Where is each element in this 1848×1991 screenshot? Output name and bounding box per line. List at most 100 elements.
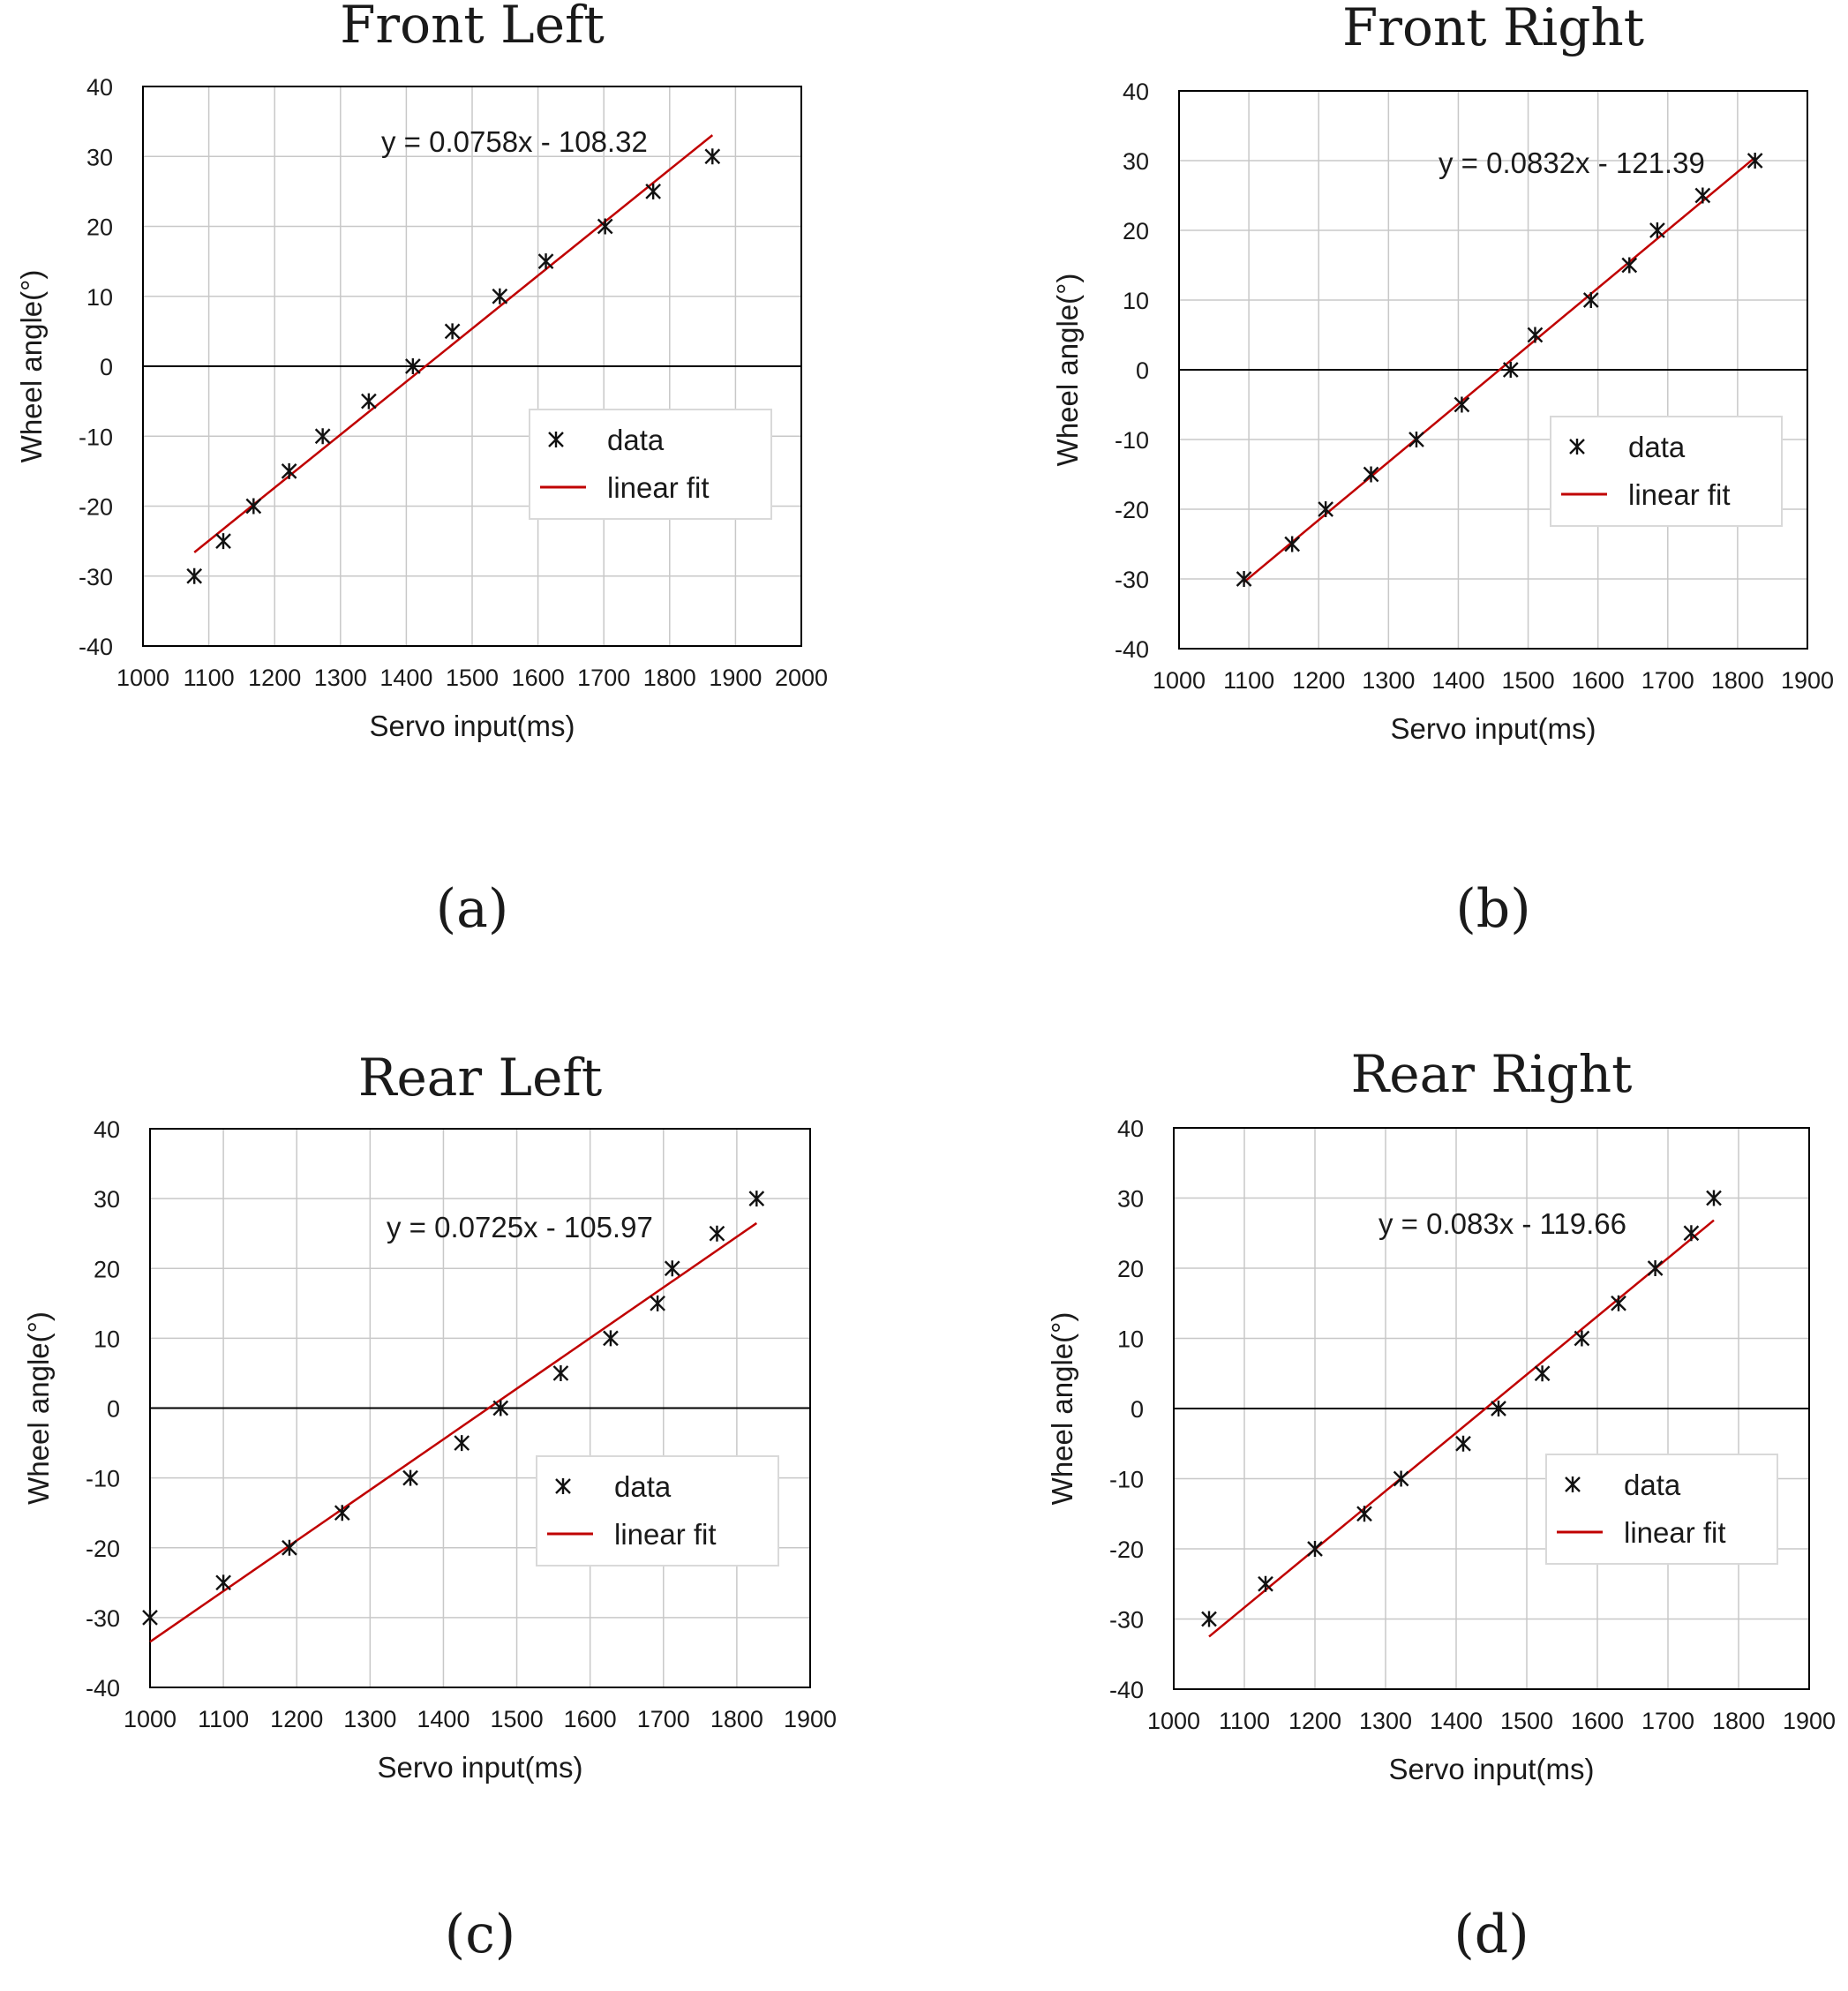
x-tick-label: 1700 [1641,667,1694,694]
y-tick-label: 30 [1117,1186,1144,1213]
legend-data-marker [1565,1476,1581,1492]
data-point-marker [1356,1506,1372,1522]
panel-label: (c) [445,1904,515,1965]
x-tick-label: 1300 [343,1706,396,1732]
x-axis-title: Servo input(ms) [370,710,575,742]
y-tick-label: -30 [1115,567,1149,593]
data-point-marker [1706,1190,1722,1206]
y-tick-label: -40 [1109,1677,1144,1703]
chart-panel-4: Rear Right 1000 1100 1200 1300 1400 1500 1600 17… [1046,1044,1836,1965]
legend-label-data: data [1624,1469,1681,1501]
data-point-marker [603,1330,619,1347]
legend-label-linear-fit: linear fit [614,1518,717,1551]
x-tick-label: 1400 [417,1706,470,1732]
data-point-marker [552,1364,569,1381]
data-point-marker [1491,1401,1506,1416]
x-tick-label: 1800 [1711,667,1764,694]
plot-border [1178,90,1808,650]
linear-fit-line [193,134,714,553]
x-tick-label: 1500 [491,1706,544,1732]
data-point-marker [1393,1470,1409,1487]
y-tick-label: 40 [86,74,113,101]
legend-label-linear-fit: linear fit [607,471,710,504]
y-tick-label: 20 [1117,1256,1144,1282]
y-tick-label: -20 [86,1536,120,1562]
data-point-marker [1649,222,1665,238]
data-point-marker [1747,153,1763,169]
data-point-marker [405,358,421,374]
data-point-marker [537,253,554,270]
y-tick-label: 20 [86,214,113,241]
data-point-marker [1455,1435,1471,1452]
data-point-marker [1647,1260,1664,1276]
data-point-marker [186,567,203,584]
data-point-marker [245,498,262,515]
legend-box [1550,416,1783,527]
y-tick-label: -10 [1115,427,1149,454]
y-tick-label: 0 [107,1396,120,1423]
data-point-marker [492,288,508,304]
y-axis-title: Wheel angle(°) [1051,274,1084,467]
x-tick-label: 1900 [1781,667,1834,694]
x-tick-label: 1100 [1219,1708,1270,1734]
y-tick-label: 0 [100,354,113,380]
legend-label-linear-fit: linear fit [1628,478,1731,511]
y-tick-label: 40 [1123,79,1149,105]
y-tick-label: -10 [86,1466,120,1492]
legend-box [529,409,772,520]
y-tick-label: -40 [79,634,113,660]
data-point-marker [215,533,231,550]
x-axis-title: Servo input(ms) [378,1751,583,1784]
data-point-marker [454,1435,470,1452]
data-point-marker [1527,327,1544,343]
y-tick-label: 0 [1131,1396,1144,1423]
chart-panel-3: Rear Left 1000 1100 1200 1300 1400 1500 1600 170… [22,1048,837,1965]
y-axis-title: Wheel angle(°) [15,270,48,463]
x-tick-label: 1700 [637,1706,690,1732]
x-tick-label: 1700 [1641,1708,1694,1734]
x-tick-label: 1800 [710,1706,763,1732]
y-tick-label: 20 [1123,218,1149,244]
data-point-marker [1201,1611,1217,1627]
y-tick-label: 0 [1136,357,1149,384]
data-point-marker [1621,257,1638,274]
chart-title: Rear Left [358,1048,602,1108]
data-point-marker [1694,187,1711,204]
x-tick-label: 1200 [1288,1708,1341,1734]
plot-border [149,1128,811,1688]
data-point-marker [650,1295,665,1311]
x-tick-label: 1800 [1712,1708,1765,1734]
x-tick-label: 1300 [1359,1708,1412,1734]
data-point-marker [664,1260,680,1277]
y-tick-label: 40 [1117,1116,1144,1142]
x-tick-label: 1700 [577,665,630,691]
x-tick-label: 1100 [184,665,235,691]
x-tick-label: 1600 [564,1706,617,1732]
x-tick-label: 1500 [1502,667,1555,694]
data-point-marker [281,462,297,479]
fit-equation: y = 0.083x - 119.66 [1378,1207,1626,1240]
x-axis-title: Servo input(ms) [1389,1753,1595,1785]
data-point-marker [1236,571,1252,587]
plot-border [142,86,802,647]
data-point-marker [282,1539,297,1556]
legend-box [536,1455,779,1567]
x-tick-label: 1400 [379,665,432,691]
y-tick-label: -20 [1115,497,1149,523]
data-point-marker [709,1225,725,1242]
y-tick-label: -10 [79,424,113,450]
chart-panel-1: Front Left 1000 1100 1200 1300 1400 1500 1600 17… [15,0,828,940]
data-point-marker [597,218,613,235]
y-tick-label: -30 [79,564,113,590]
data-point-marker [492,1400,509,1416]
chart-title: Front Right [1342,0,1644,57]
data-point-marker [1307,1541,1323,1557]
data-point-marker [314,428,331,445]
data-point-marker [1258,1575,1273,1592]
data-point-marker [444,323,461,340]
legend-label-data: data [1628,431,1686,463]
x-tick-label: 1100 [198,1706,249,1732]
y-tick-label: -20 [79,494,113,521]
data-point-marker [1582,292,1599,308]
legend-data-marker [555,1478,571,1494]
